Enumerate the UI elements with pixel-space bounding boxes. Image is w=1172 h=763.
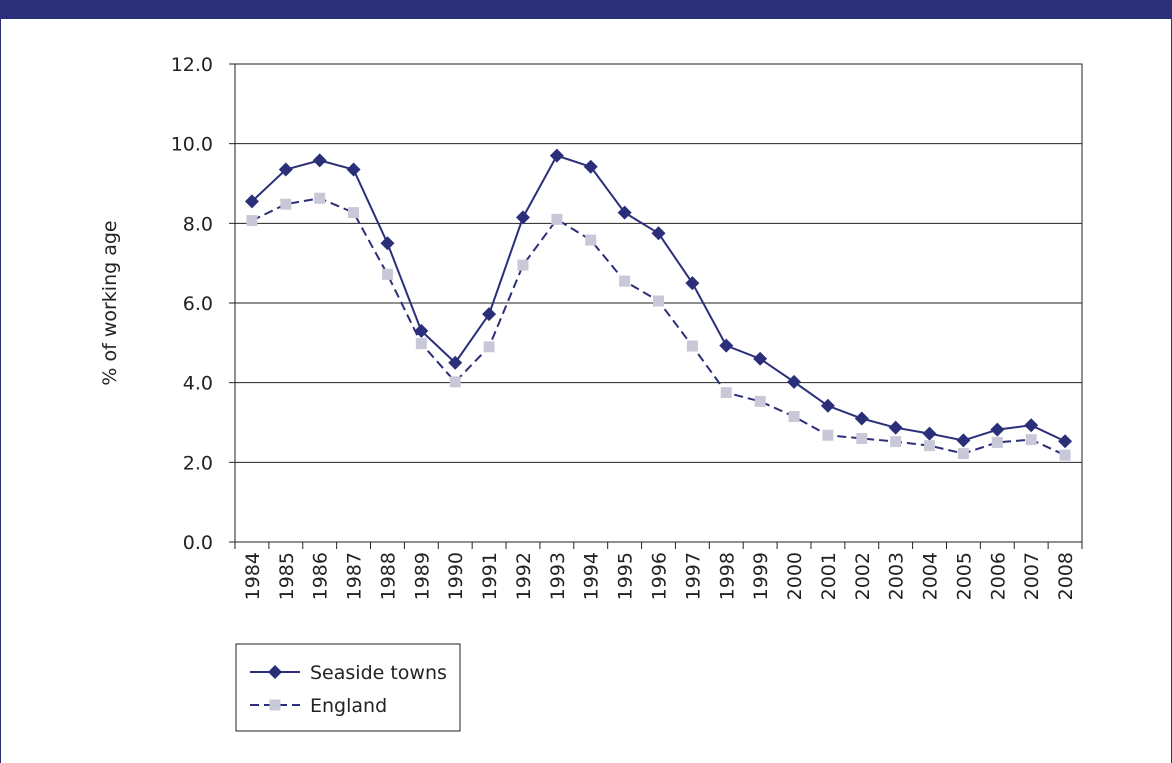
data-point <box>380 236 395 251</box>
data-point <box>1059 449 1071 461</box>
y-axis-title: % of working age <box>99 220 121 385</box>
x-tick-label: 1998 <box>716 552 738 600</box>
x-tick-label: 1988 <box>377 552 399 600</box>
data-point <box>312 153 327 168</box>
x-tick-labels: 1984 1985 1986 1987 1988 1989 1990 1991 1992 1993… <box>242 552 1077 600</box>
data-point <box>280 198 292 210</box>
data-point <box>924 440 936 452</box>
legend-box <box>235 643 461 732</box>
data-point <box>653 295 664 307</box>
data-point <box>482 307 497 322</box>
data-point <box>549 148 564 163</box>
data-point <box>856 432 868 444</box>
data-point <box>268 665 282 679</box>
x-tick-label: 2008 <box>1055 552 1077 600</box>
x-tick-label: 2004 <box>920 552 942 600</box>
x-tick-label: 1987 <box>344 552 366 600</box>
x-tick-label: 2000 <box>784 552 806 600</box>
data-point <box>719 338 734 353</box>
x-tick-label: 2007 <box>1021 552 1043 600</box>
x-tick-label: 1992 <box>513 552 535 600</box>
y-tick-label: 4.0 <box>183 373 213 395</box>
data-point <box>278 162 293 177</box>
data-point <box>890 436 902 448</box>
data-point <box>922 426 937 441</box>
x-tick-label: 2005 <box>953 552 975 600</box>
data-point <box>753 351 768 366</box>
data-point <box>515 210 530 225</box>
y-tick-label: 2.0 <box>183 452 213 474</box>
y-tick-label: 8.0 <box>183 213 213 235</box>
data-point <box>517 259 529 271</box>
x-tick-label: 1989 <box>411 552 433 600</box>
x-tick-label: 1986 <box>310 552 332 600</box>
y-tick-labels: 0.0 2.0 4.0 6.0 8.0 10.0 12.0 <box>171 54 213 554</box>
series-layer <box>244 148 1073 461</box>
legend-label: England <box>310 695 387 717</box>
x-tick-label: 2001 <box>818 552 840 600</box>
data-point <box>585 234 597 246</box>
data-point <box>483 341 495 353</box>
data-point <box>381 268 393 280</box>
data-point <box>991 436 1003 448</box>
data-point <box>820 398 835 413</box>
data-point <box>990 422 1005 437</box>
x-tick-label: 1990 <box>445 552 467 600</box>
data-point <box>449 376 461 388</box>
data-point <box>619 275 631 287</box>
y-tick-label: 10.0 <box>171 134 213 156</box>
x-tick-label: 1991 <box>479 552 501 600</box>
data-point <box>822 429 834 441</box>
x-tick-label: 1999 <box>750 552 772 600</box>
grid-lines <box>235 143 1082 463</box>
data-point <box>1025 434 1037 446</box>
data-point <box>244 194 259 209</box>
data-point <box>720 387 732 399</box>
data-point <box>348 207 360 219</box>
data-point <box>957 448 969 460</box>
data-point <box>415 338 427 350</box>
data-point <box>788 411 800 423</box>
legend-label: Seaside towns <box>310 662 447 684</box>
data-point <box>685 276 700 291</box>
data-point <box>1058 434 1073 449</box>
legend: Seaside towns England <box>235 643 461 732</box>
x-tick-label: 1993 <box>547 552 569 600</box>
data-point <box>787 374 802 389</box>
data-point <box>551 213 563 225</box>
x-tick-label: 1995 <box>615 552 637 600</box>
data-point <box>1024 418 1039 433</box>
y-tick-label: 0.0 <box>183 532 213 554</box>
data-point <box>346 162 361 177</box>
header-bar <box>0 0 1172 19</box>
data-point <box>617 205 632 220</box>
data-point <box>686 340 698 352</box>
data-point <box>651 226 666 241</box>
plot-border <box>234 63 1083 543</box>
y-tick-label: 12.0 <box>171 54 213 76</box>
x-tick-label: 2006 <box>987 552 1009 600</box>
data-point <box>246 215 258 227</box>
x-tick-label: 1997 <box>682 552 704 600</box>
data-point <box>314 192 326 204</box>
x-tick-label: 2002 <box>852 552 874 600</box>
series-0 <box>244 148 1073 449</box>
x-tick-label: 2003 <box>886 552 908 600</box>
x-tick-label: 1985 <box>276 552 298 600</box>
data-point <box>583 159 598 174</box>
data-point <box>269 699 281 711</box>
x-tick-label: 1996 <box>649 552 671 600</box>
series-1 <box>246 192 1071 461</box>
axes <box>229 63 1083 549</box>
data-point <box>956 433 971 448</box>
data-point <box>854 411 869 426</box>
x-tick-label: 1984 <box>242 552 264 600</box>
y-tick-label: 6.0 <box>183 293 213 315</box>
data-point <box>448 355 463 370</box>
data-point <box>888 420 903 435</box>
data-point <box>754 395 766 407</box>
x-tick-label: 1994 <box>581 552 603 600</box>
